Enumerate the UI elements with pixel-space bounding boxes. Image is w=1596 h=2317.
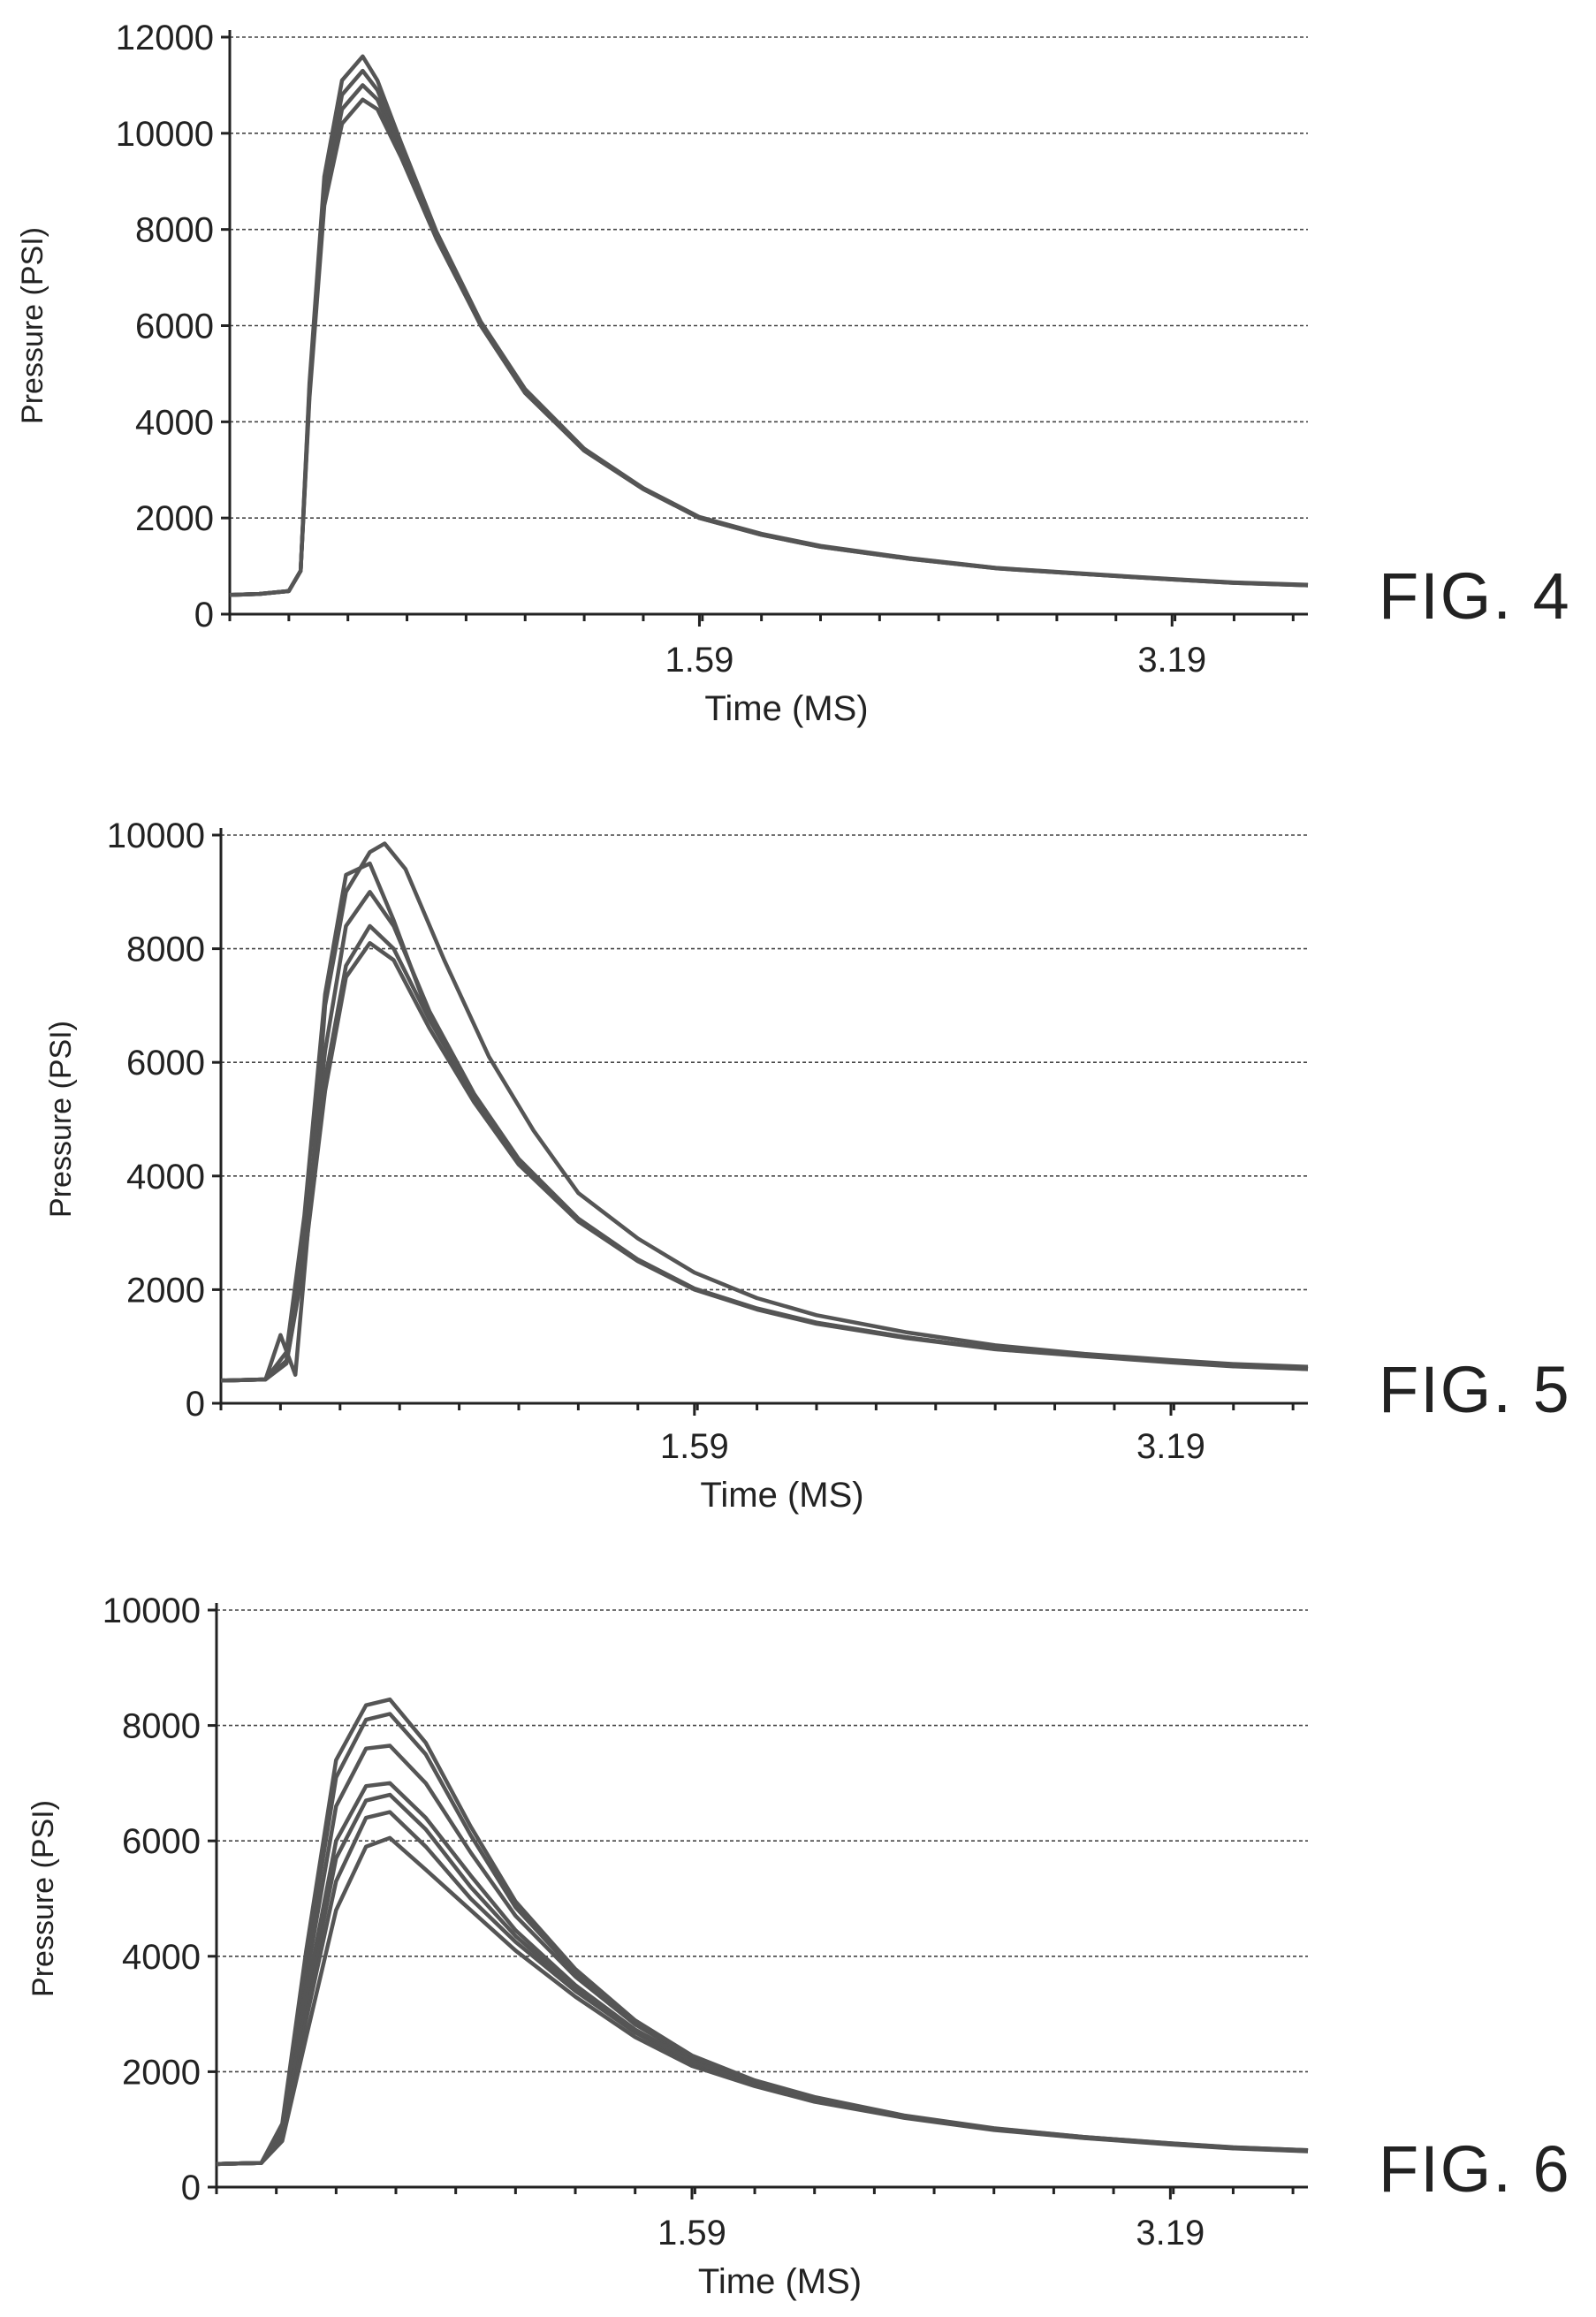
x-tick-label: 3.19	[1136, 2214, 1205, 2252]
chart-fig-6: 0 2000 4000 6000 8000 10000 1.59 3.19 Time (MS) P…	[27, 1592, 1571, 2301]
y-tick-label: 10000	[103, 1592, 201, 1630]
series-line-2	[216, 1810, 1309, 2167]
x-axis-label: Time (MS)	[698, 2262, 862, 2301]
y-tick-label: 4000	[122, 1938, 201, 1977]
series-line-5	[216, 1743, 1309, 2167]
series-line-3	[220, 890, 1309, 1383]
x-axis-label: Time (MS)	[700, 1476, 863, 1515]
y-tick-label: 12000	[116, 19, 214, 57]
y-tick-label: 4000	[126, 1158, 205, 1196]
series-line-3	[229, 68, 1309, 597]
series-line-6	[216, 1712, 1309, 2167]
y-tick-label: 2000	[126, 1271, 205, 1310]
series-line-7	[216, 1697, 1309, 2167]
series-line-4	[229, 54, 1309, 597]
series-line-4	[220, 861, 1309, 1383]
y-tick-label: 8000	[126, 931, 205, 969]
y-tick-label: 10000	[107, 817, 205, 855]
y-tick-label: 0	[181, 2169, 201, 2207]
y-tick-label: 6000	[122, 1822, 201, 1861]
y-tick-label: 2000	[135, 499, 214, 538]
y-tick-label: 6000	[126, 1044, 205, 1083]
figure-label: FIG. 4	[1379, 559, 1571, 633]
y-tick-label: 8000	[122, 1707, 201, 1746]
y-tick-label: 0	[194, 596, 214, 634]
x-tick-label: 1.59	[660, 1427, 729, 1466]
y-tick-label: 10000	[116, 115, 214, 154]
x-tick-label: 3.19	[1136, 1427, 1205, 1466]
figure-label: FIG. 6	[1379, 2132, 1571, 2206]
figure-label: FIG. 5	[1379, 1353, 1571, 1426]
series-line-1	[216, 1835, 1309, 2167]
y-axis-label: Pressure (PSI)	[27, 1800, 60, 1997]
series-line-1	[229, 97, 1309, 597]
y-axis-label: Pressure (PSI)	[16, 227, 49, 424]
y-tick-label: 2000	[122, 2053, 201, 2092]
y-tick-label: 6000	[135, 308, 214, 346]
series-line-1	[220, 940, 1309, 1383]
chart-fig-4: 0 2000 4000 6000 8000 10000 12000 1.59 3.19 Time …	[16, 19, 1571, 728]
x-tick-label: 1.59	[665, 641, 734, 680]
series-line-5	[220, 841, 1309, 1383]
y-tick-label: 8000	[135, 211, 214, 250]
chart-fig-5: 0 2000 4000 6000 8000 10000 1.59 3.19 Time (MS) P…	[44, 817, 1571, 1515]
x-tick-label: 3.19	[1137, 641, 1206, 680]
series-line-3	[216, 1792, 1309, 2167]
y-axis-label: Pressure (PSI)	[44, 1021, 78, 1218]
y-tick-label: 4000	[135, 403, 214, 442]
x-tick-label: 1.59	[657, 2214, 726, 2252]
x-axis-label: Time (MS)	[704, 689, 868, 728]
y-tick-label: 0	[186, 1385, 205, 1424]
